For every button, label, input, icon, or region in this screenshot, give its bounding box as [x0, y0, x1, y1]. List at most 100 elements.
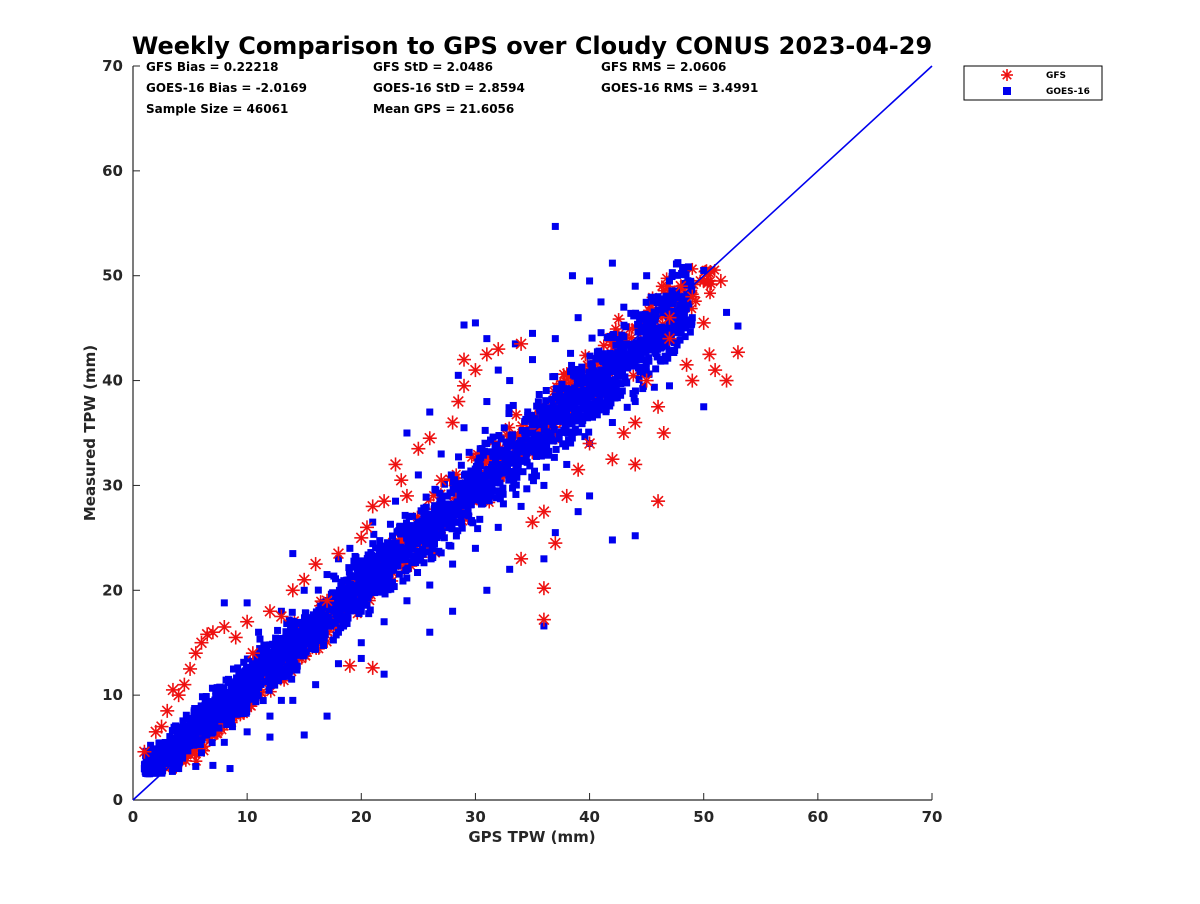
stat-gfs-rms: GFS RMS = 2.0606: [601, 60, 726, 74]
goes-point: [244, 728, 251, 735]
goes-point: [252, 698, 259, 705]
goes-point: [332, 619, 339, 626]
goes-point: [612, 365, 619, 372]
goes-point: [453, 532, 460, 539]
gfs-point: [548, 536, 562, 550]
goes-point: [604, 334, 611, 341]
goes-point: [655, 325, 662, 332]
goes-point: [209, 739, 216, 746]
goes-point: [380, 572, 387, 579]
goes-point: [289, 697, 296, 704]
gfs-point: [229, 630, 243, 644]
legend-gfs-asterisk: [1001, 69, 1013, 81]
gfs-point: [423, 431, 437, 445]
goes-point: [384, 544, 391, 551]
goes-point: [198, 749, 205, 756]
goes-point: [221, 599, 228, 606]
goes-point: [458, 462, 465, 469]
y-tick-label: 10: [102, 686, 123, 704]
goes-point: [515, 467, 522, 474]
goes-point: [550, 402, 557, 409]
y-tick-label: 70: [102, 57, 123, 75]
goes-point: [405, 534, 412, 541]
goes-point: [167, 733, 174, 740]
goes-point: [524, 408, 531, 415]
goes-point: [431, 506, 438, 513]
goes-point: [482, 427, 489, 434]
goes-point: [449, 561, 456, 568]
goes-point: [543, 387, 550, 394]
gfs-point: [714, 274, 728, 288]
gfs-point: [354, 531, 368, 545]
goes-point: [423, 494, 430, 501]
goes-point: [274, 627, 281, 634]
gfs-point: [160, 704, 174, 718]
goes-point: [582, 393, 589, 400]
gfs-point: [628, 457, 642, 471]
goes-point: [441, 534, 448, 541]
goes-point: [330, 573, 337, 580]
goes-point: [552, 335, 559, 342]
goes-point: [602, 377, 609, 384]
goes-point: [201, 702, 208, 709]
goes-point: [448, 471, 455, 478]
gfs-point: [200, 627, 214, 641]
goes-point: [508, 432, 515, 439]
goes-point: [671, 347, 678, 354]
goes-point: [490, 434, 497, 441]
goes-point: [392, 498, 399, 505]
goes-point: [506, 377, 513, 384]
goes-point: [426, 629, 433, 636]
goes-point: [227, 699, 234, 706]
goes-point: [472, 492, 479, 499]
goes-point: [536, 391, 543, 398]
goes-point: [461, 482, 468, 489]
goes-point: [586, 492, 593, 499]
goes-point: [301, 629, 308, 636]
gfs-point: [731, 345, 745, 359]
goes-point: [483, 440, 490, 447]
goes-point: [500, 500, 507, 507]
goes-point: [632, 398, 639, 405]
goes-point: [347, 602, 354, 609]
goes-point: [201, 711, 208, 718]
goes-point: [677, 304, 684, 311]
goes-point: [610, 331, 617, 338]
goes-point: [412, 557, 419, 564]
gfs-point: [366, 661, 380, 675]
goes-point: [266, 713, 273, 720]
stat-gfs-bias: GFS Bias = 0.22218: [146, 60, 278, 74]
goes-point: [530, 477, 537, 484]
goes-point: [260, 642, 267, 649]
goes-point: [623, 379, 630, 386]
goes-point: [178, 725, 185, 732]
goes-point: [290, 630, 297, 637]
goes-point: [501, 424, 508, 431]
goes-point: [379, 581, 386, 588]
goes-point: [643, 360, 650, 367]
goes-point: [596, 396, 603, 403]
goes-point: [461, 321, 468, 328]
goes-point: [609, 419, 616, 426]
one-to-one-line: [133, 66, 932, 800]
goes-point: [586, 277, 593, 284]
goes-point: [358, 608, 365, 615]
goes-point: [662, 353, 669, 360]
goes-point: [483, 335, 490, 342]
goes-point: [477, 462, 484, 469]
goes-point: [330, 636, 337, 643]
goes-point: [376, 537, 383, 544]
goes-point: [512, 491, 519, 498]
goes-point: [396, 524, 403, 531]
goes-point: [543, 464, 550, 471]
x-tick-label: 30: [465, 808, 486, 826]
goes-point: [495, 367, 502, 374]
goes-point: [551, 454, 558, 461]
stats-panel: GFS Bias = 0.22218 GFS StD = 2.0486 GFS …: [146, 60, 758, 116]
goes-point: [152, 758, 159, 765]
goes-point: [240, 682, 247, 689]
goes-point: [244, 599, 251, 606]
goes-point: [588, 362, 595, 369]
gfs-point: [651, 400, 665, 414]
